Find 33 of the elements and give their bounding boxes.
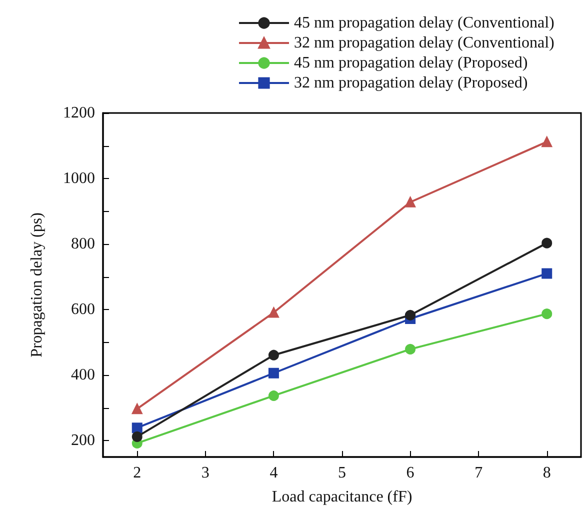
x-tick-label: 6	[406, 464, 414, 482]
x-tick-label: 7	[474, 464, 483, 482]
point	[405, 310, 416, 320]
y-tick-label: 1000	[63, 170, 95, 188]
y-axis-title: Propagation delay (ps)	[28, 212, 46, 358]
x-tick-label: 8	[542, 464, 551, 482]
point	[542, 136, 552, 148]
point	[542, 308, 552, 320]
point	[542, 268, 552, 279]
y-tick-label: 600	[71, 301, 95, 318]
legend-label: 45 nm propagation delay (Conventional)	[294, 14, 554, 32]
x-tick-label: 2	[133, 464, 142, 482]
legend-label: 32 nm propagation delay (Conventional)	[294, 34, 554, 52]
x-tick-label: 3	[201, 464, 210, 482]
y-tick-label: 1200	[63, 104, 95, 122]
x-axis-title: Load capacitance (fF)	[272, 488, 412, 506]
y-tick-label: 200	[71, 432, 95, 450]
legend-label: 45 nm propagation delay (Proposed)	[294, 54, 528, 72]
point	[405, 344, 416, 354]
point	[542, 238, 552, 248]
y-tick-label: 800	[71, 236, 95, 253]
point	[132, 404, 142, 414]
point	[132, 431, 142, 442]
point	[132, 422, 142, 434]
point	[268, 307, 279, 318]
point	[405, 196, 416, 208]
legend-label: 32 nm propagation delay (Proposed)	[294, 74, 528, 92]
point	[268, 390, 279, 401]
point	[268, 350, 279, 360]
x-tick-label: 5	[338, 464, 346, 482]
y-tick-label: 400	[71, 366, 95, 384]
point	[268, 368, 279, 378]
x-tick-label: 4	[270, 464, 278, 482]
